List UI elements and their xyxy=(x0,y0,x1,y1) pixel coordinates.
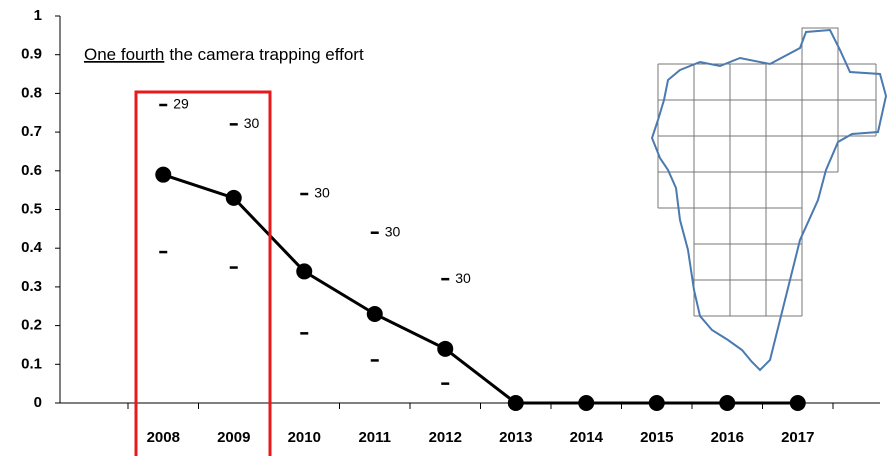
point xyxy=(789,395,806,411)
y-tick-label: 0.7 xyxy=(21,123,42,140)
y-tick-label: 0 xyxy=(34,394,42,411)
y-tick-label: 0.4 xyxy=(21,239,43,256)
annotation-underlined: One fourth xyxy=(84,45,164,64)
point xyxy=(507,395,524,411)
point xyxy=(155,166,172,183)
sample-size: 30 xyxy=(385,223,401,239)
x-tick-label: 2017 xyxy=(781,429,814,446)
x-tick-label: 2012 xyxy=(429,429,462,446)
point xyxy=(437,340,454,357)
annotation-rest: the camera trapping effort xyxy=(169,45,364,64)
x-tick-label: 2009 xyxy=(217,429,250,446)
point xyxy=(578,395,595,411)
sample-size: 30 xyxy=(244,115,260,131)
y-tick-label: 1 xyxy=(34,7,42,24)
annotation: One fourth the camera trapping effort xyxy=(84,45,364,64)
point xyxy=(225,189,242,206)
x-tick-label: 2010 xyxy=(288,429,321,446)
y-tick-label: 0.9 xyxy=(21,46,42,63)
y-tick-label: 0.6 xyxy=(21,162,42,179)
sample-size: 30 xyxy=(314,185,330,201)
y-tick-label: 0.5 xyxy=(21,200,42,217)
x-tick-label: 2008 xyxy=(147,429,180,446)
sample-size: 30 xyxy=(455,270,471,286)
point xyxy=(648,395,665,411)
x-tick-label: 2015 xyxy=(640,429,673,446)
x-tick-label: 2016 xyxy=(711,429,744,446)
y-tick-label: 0.3 xyxy=(21,278,42,295)
x-tick-label: 2014 xyxy=(570,429,604,446)
x-tick-label: 2013 xyxy=(499,429,532,446)
y-tick-label: 0.8 xyxy=(21,84,42,101)
line xyxy=(162,173,798,405)
point xyxy=(366,305,383,322)
point xyxy=(719,395,736,411)
map-inset xyxy=(657,27,877,317)
highlight-box xyxy=(134,90,272,456)
y-tick-label: 0.1 xyxy=(21,355,42,372)
map-outline xyxy=(650,28,888,372)
x-tick-label: 2011 xyxy=(358,429,391,446)
sample-size: 29 xyxy=(173,96,189,112)
y-tick-label: 0.2 xyxy=(21,317,42,334)
point xyxy=(296,263,313,280)
